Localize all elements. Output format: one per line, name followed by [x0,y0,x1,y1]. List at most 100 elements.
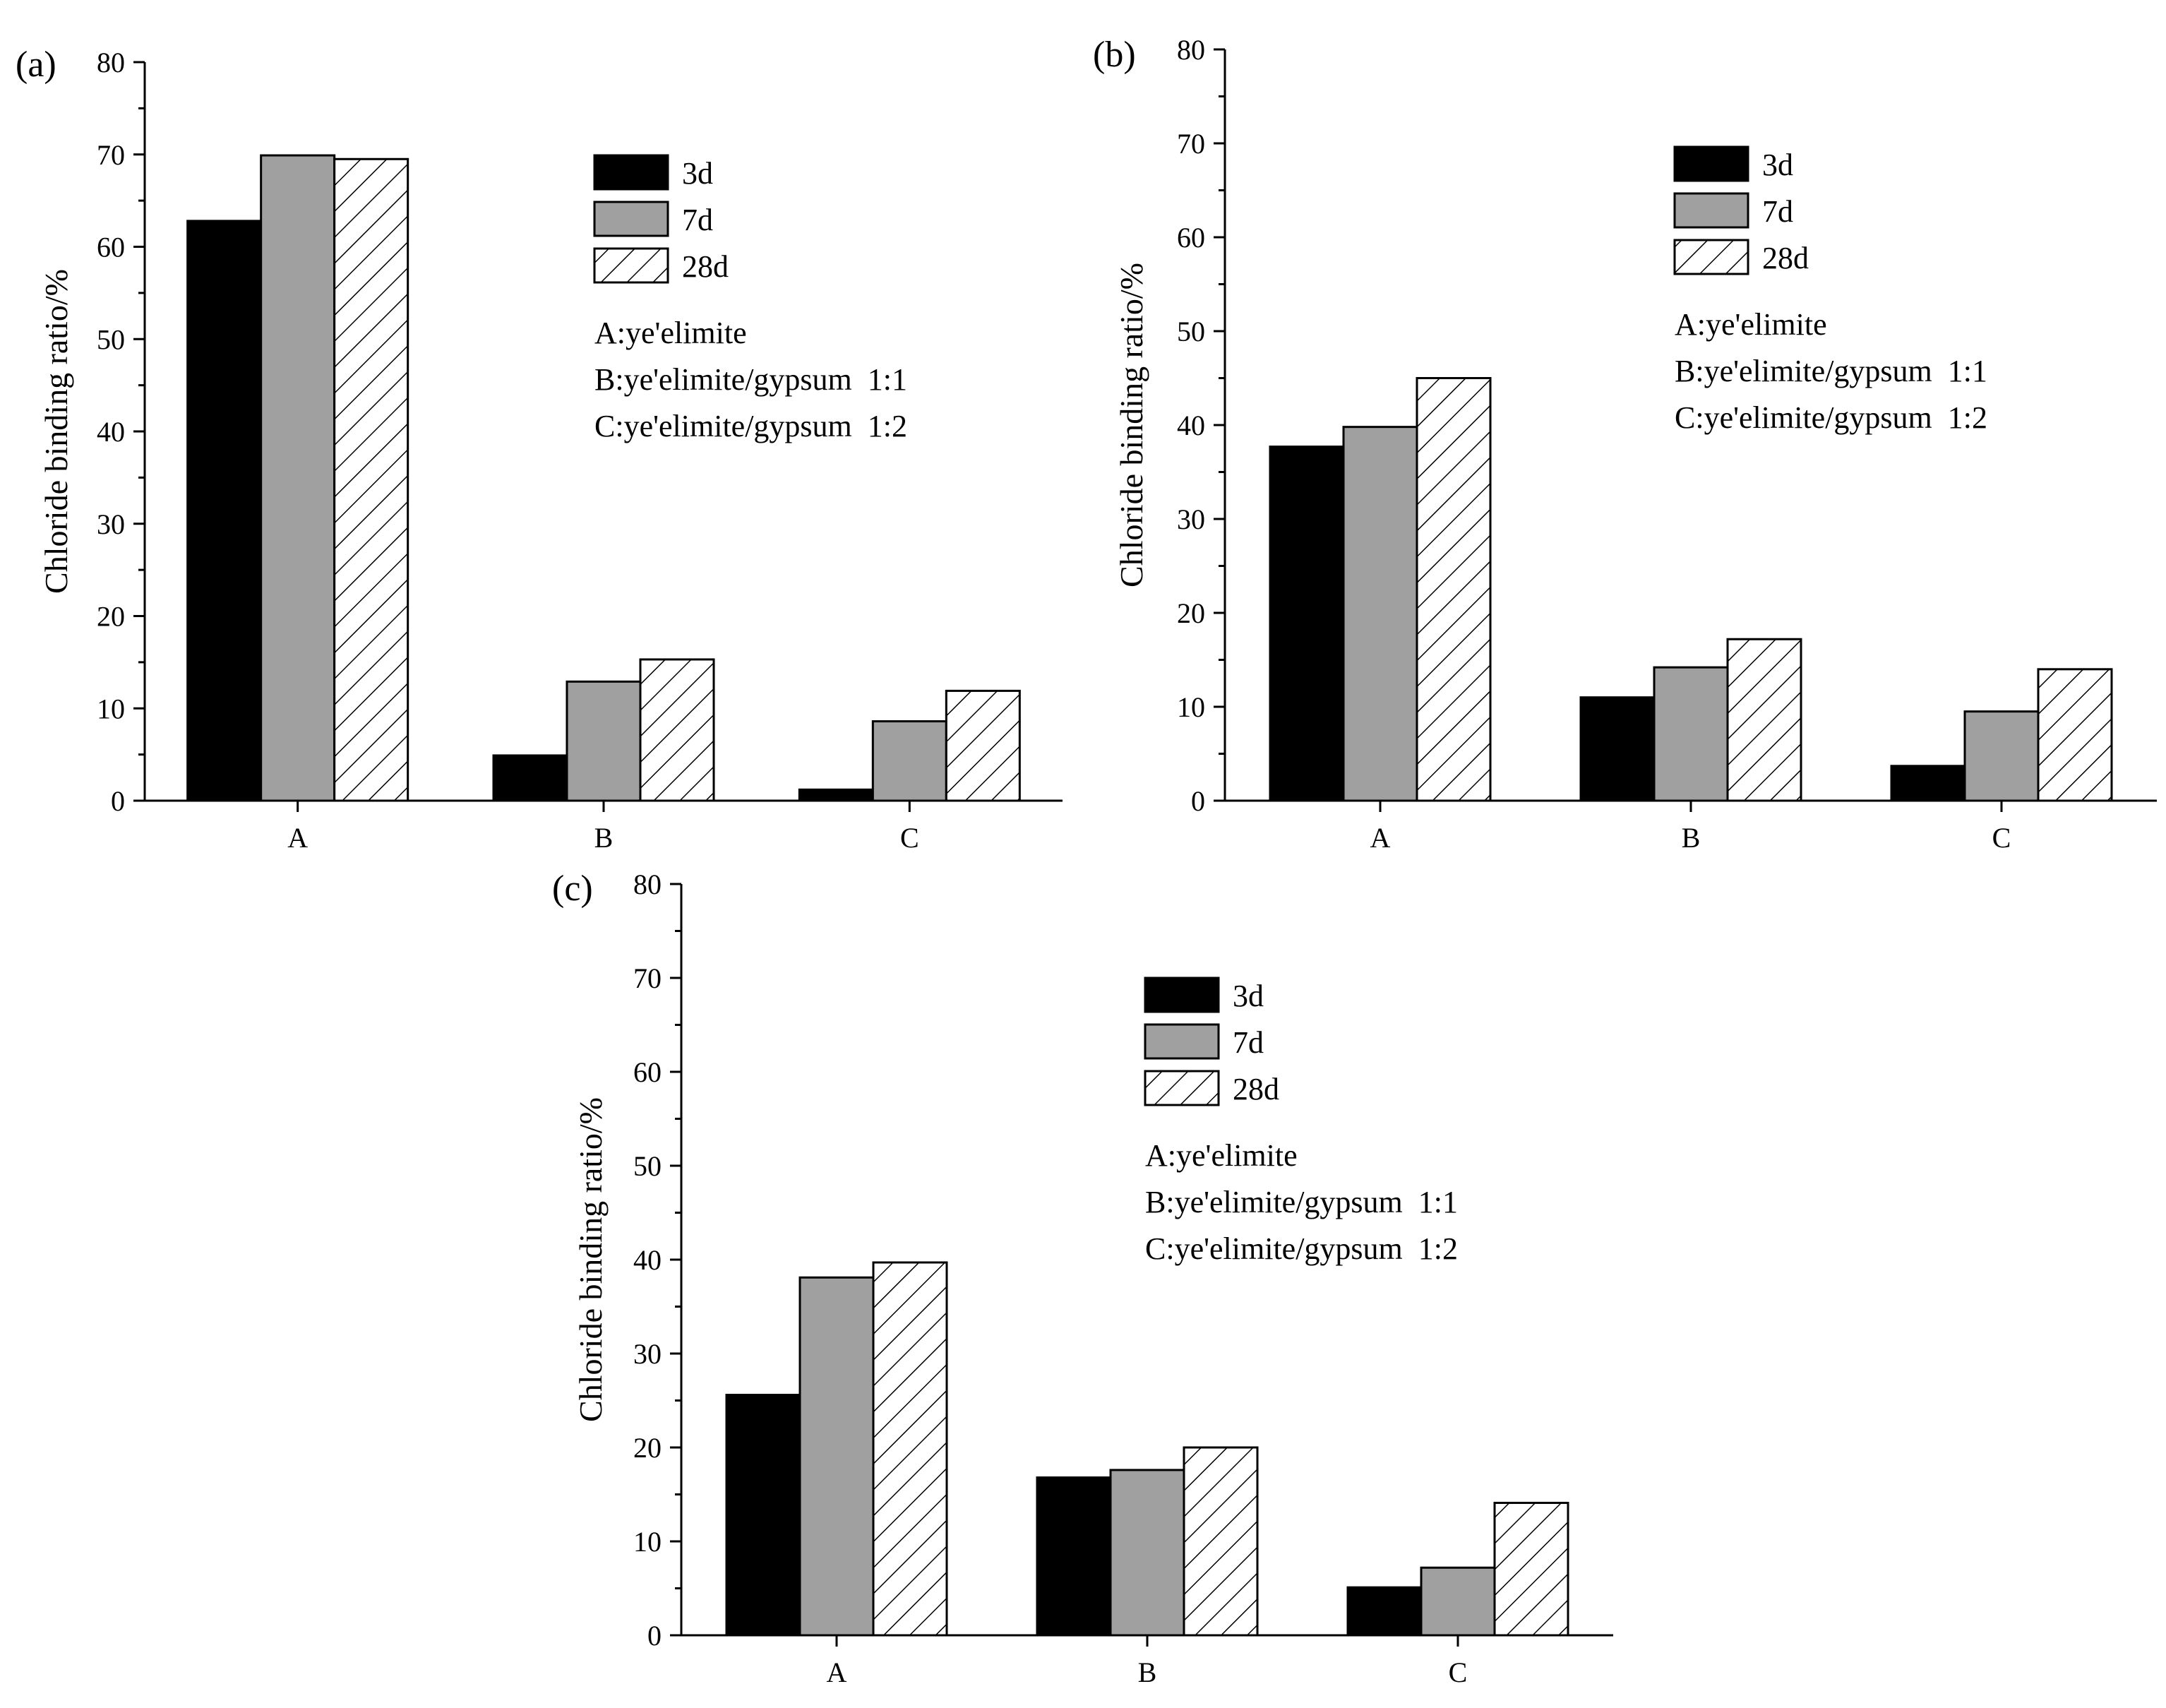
x-tick-label: B [1138,1656,1157,1688]
legend-swatch-3d [1144,977,1220,1013]
y-axis-title: Chloride binding ratio/% [38,269,74,594]
bar-3d-B [1036,1476,1112,1637]
legend: 3d 7d 28d [593,154,729,284]
legend-swatch-28d [1673,239,1749,275]
legend-label: 3d [1233,979,1264,1013]
bar-28d-B [639,658,715,802]
bar-28d-A [333,157,409,802]
bar-7d-A [260,154,336,802]
y-tick-label: 30 [97,508,125,540]
legend-label: 7d [1233,1025,1264,1060]
legend-label: 28d [1762,241,1809,275]
bar-7d-A [798,1276,875,1637]
x-tick-label: B [1682,822,1701,854]
bar-7d-C [1420,1566,1496,1637]
y-tick-label: 60 [97,232,125,263]
bar-3d-A [1269,446,1345,802]
y-tick-label: 40 [633,1244,662,1276]
category-note: C:ye'elimite/gypsum 1:2 [594,409,907,443]
bar-3d-C [798,788,874,802]
category-note: C:ye'elimite/gypsum 1:2 [1145,1231,1458,1266]
bar-3d-B [492,754,568,802]
legend: 3d 7d 28d [1144,977,1279,1106]
bar-3d-A [725,1394,801,1637]
legend-swatch-7d [1673,192,1749,229]
y-tick-label: 60 [1177,222,1205,253]
y-tick-label: 20 [633,1432,662,1464]
bar-7d-C [1963,710,2040,802]
legend-swatch-3d [593,154,669,191]
y-tick-label: 20 [97,601,125,633]
y-axis-title: Chloride binding ratio/% [573,1097,609,1422]
y-tick-label: 40 [97,416,125,448]
legend: 3d 7d 28d [1673,145,1809,275]
legend-swatch-3d [1673,145,1749,182]
y-tick-label: 10 [633,1526,662,1558]
x-tick-label: B [594,822,614,854]
legend-label: 28d [1233,1072,1279,1106]
legend-label: 3d [1762,148,1793,182]
y-tick-label: 60 [633,1056,662,1088]
panel-label: (a) [16,44,56,85]
y-tick-label: 80 [1177,34,1205,66]
y-tick-label: 0 [1191,785,1205,817]
legend-swatch-7d [593,201,669,237]
chart-panel-3: 0 10 20 30 40 50 60 70 80 Chloride binding ratio/… [552,868,1613,1688]
legend-label: 7d [682,203,713,237]
x-tick-label: A [827,1656,847,1688]
y-tick-label: 10 [1177,691,1205,723]
legend-swatch-28d [593,247,669,284]
y-tick-label: 80 [97,47,125,78]
legend-label: 7d [1762,194,1793,229]
bar-3d-A [186,220,263,802]
y-tick-label: 50 [97,323,125,355]
chart-panel-2: 0 10 20 30 40 50 60 70 80 Chloride binding ratio/… [1093,34,2157,854]
category-note: B:ye'elimite/gypsum 1:1 [1145,1185,1458,1219]
bar-28d-C [945,689,1021,802]
panel-label: (c) [552,868,593,909]
y-tick-label: 0 [111,785,125,817]
y-tick-label: 50 [1177,316,1205,347]
bar-28d-A [1416,377,1492,802]
y-tick-label: 70 [633,962,662,994]
bar-3d-B [1579,696,1656,802]
legend-swatch-7d [1144,1023,1220,1060]
category-note: A:ye'elimite [1145,1138,1298,1173]
bar-7d-B [566,680,642,802]
y-tick-label: 70 [97,139,125,171]
bar-28d-B [1726,638,1802,802]
bar-3d-C [1890,765,1966,802]
bar-7d-B [1109,1469,1185,1637]
x-tick-label: A [287,822,308,854]
y-axis-title: Chloride binding ratio/% [1113,263,1149,587]
bar-28d-A [872,1261,948,1637]
category-note: B:ye'elimite/gypsum 1:1 [594,362,907,397]
y-tick-label: 0 [647,1620,662,1652]
bar-7d-B [1653,666,1729,802]
category-note: A:ye'elimite [1675,307,1827,342]
x-tick-label: C [900,822,919,854]
y-tick-label: 70 [1177,128,1205,160]
bar-28d-C [1493,1501,1569,1637]
category-note: B:ye'elimite/gypsum 1:1 [1675,354,1987,388]
y-tick-label: 10 [97,693,125,724]
chart-panel-1: 0 10 20 30 40 50 60 70 80 Chloride binding ratio/… [16,44,1063,854]
bar-28d-B [1183,1446,1259,1637]
y-tick-label: 30 [633,1338,662,1370]
x-tick-label: C [1449,1656,1468,1688]
panel-label: (b) [1093,35,1136,75]
legend-swatch-28d [1144,1070,1220,1106]
bar-28d-C [2037,668,2113,802]
bar-7d-C [871,720,947,802]
x-tick-label: A [1370,822,1391,854]
x-tick-label: C [1992,822,2011,854]
legend-label: 3d [682,156,713,191]
category-note: A:ye'elimite [594,316,747,350]
y-tick-label: 30 [1177,503,1205,535]
bar-3d-C [1346,1586,1423,1637]
y-tick-label: 40 [1177,410,1205,441]
legend-label: 28d [682,249,729,284]
category-note: C:ye'elimite/gypsum 1:2 [1675,400,1987,435]
bar-7d-A [1342,426,1418,802]
